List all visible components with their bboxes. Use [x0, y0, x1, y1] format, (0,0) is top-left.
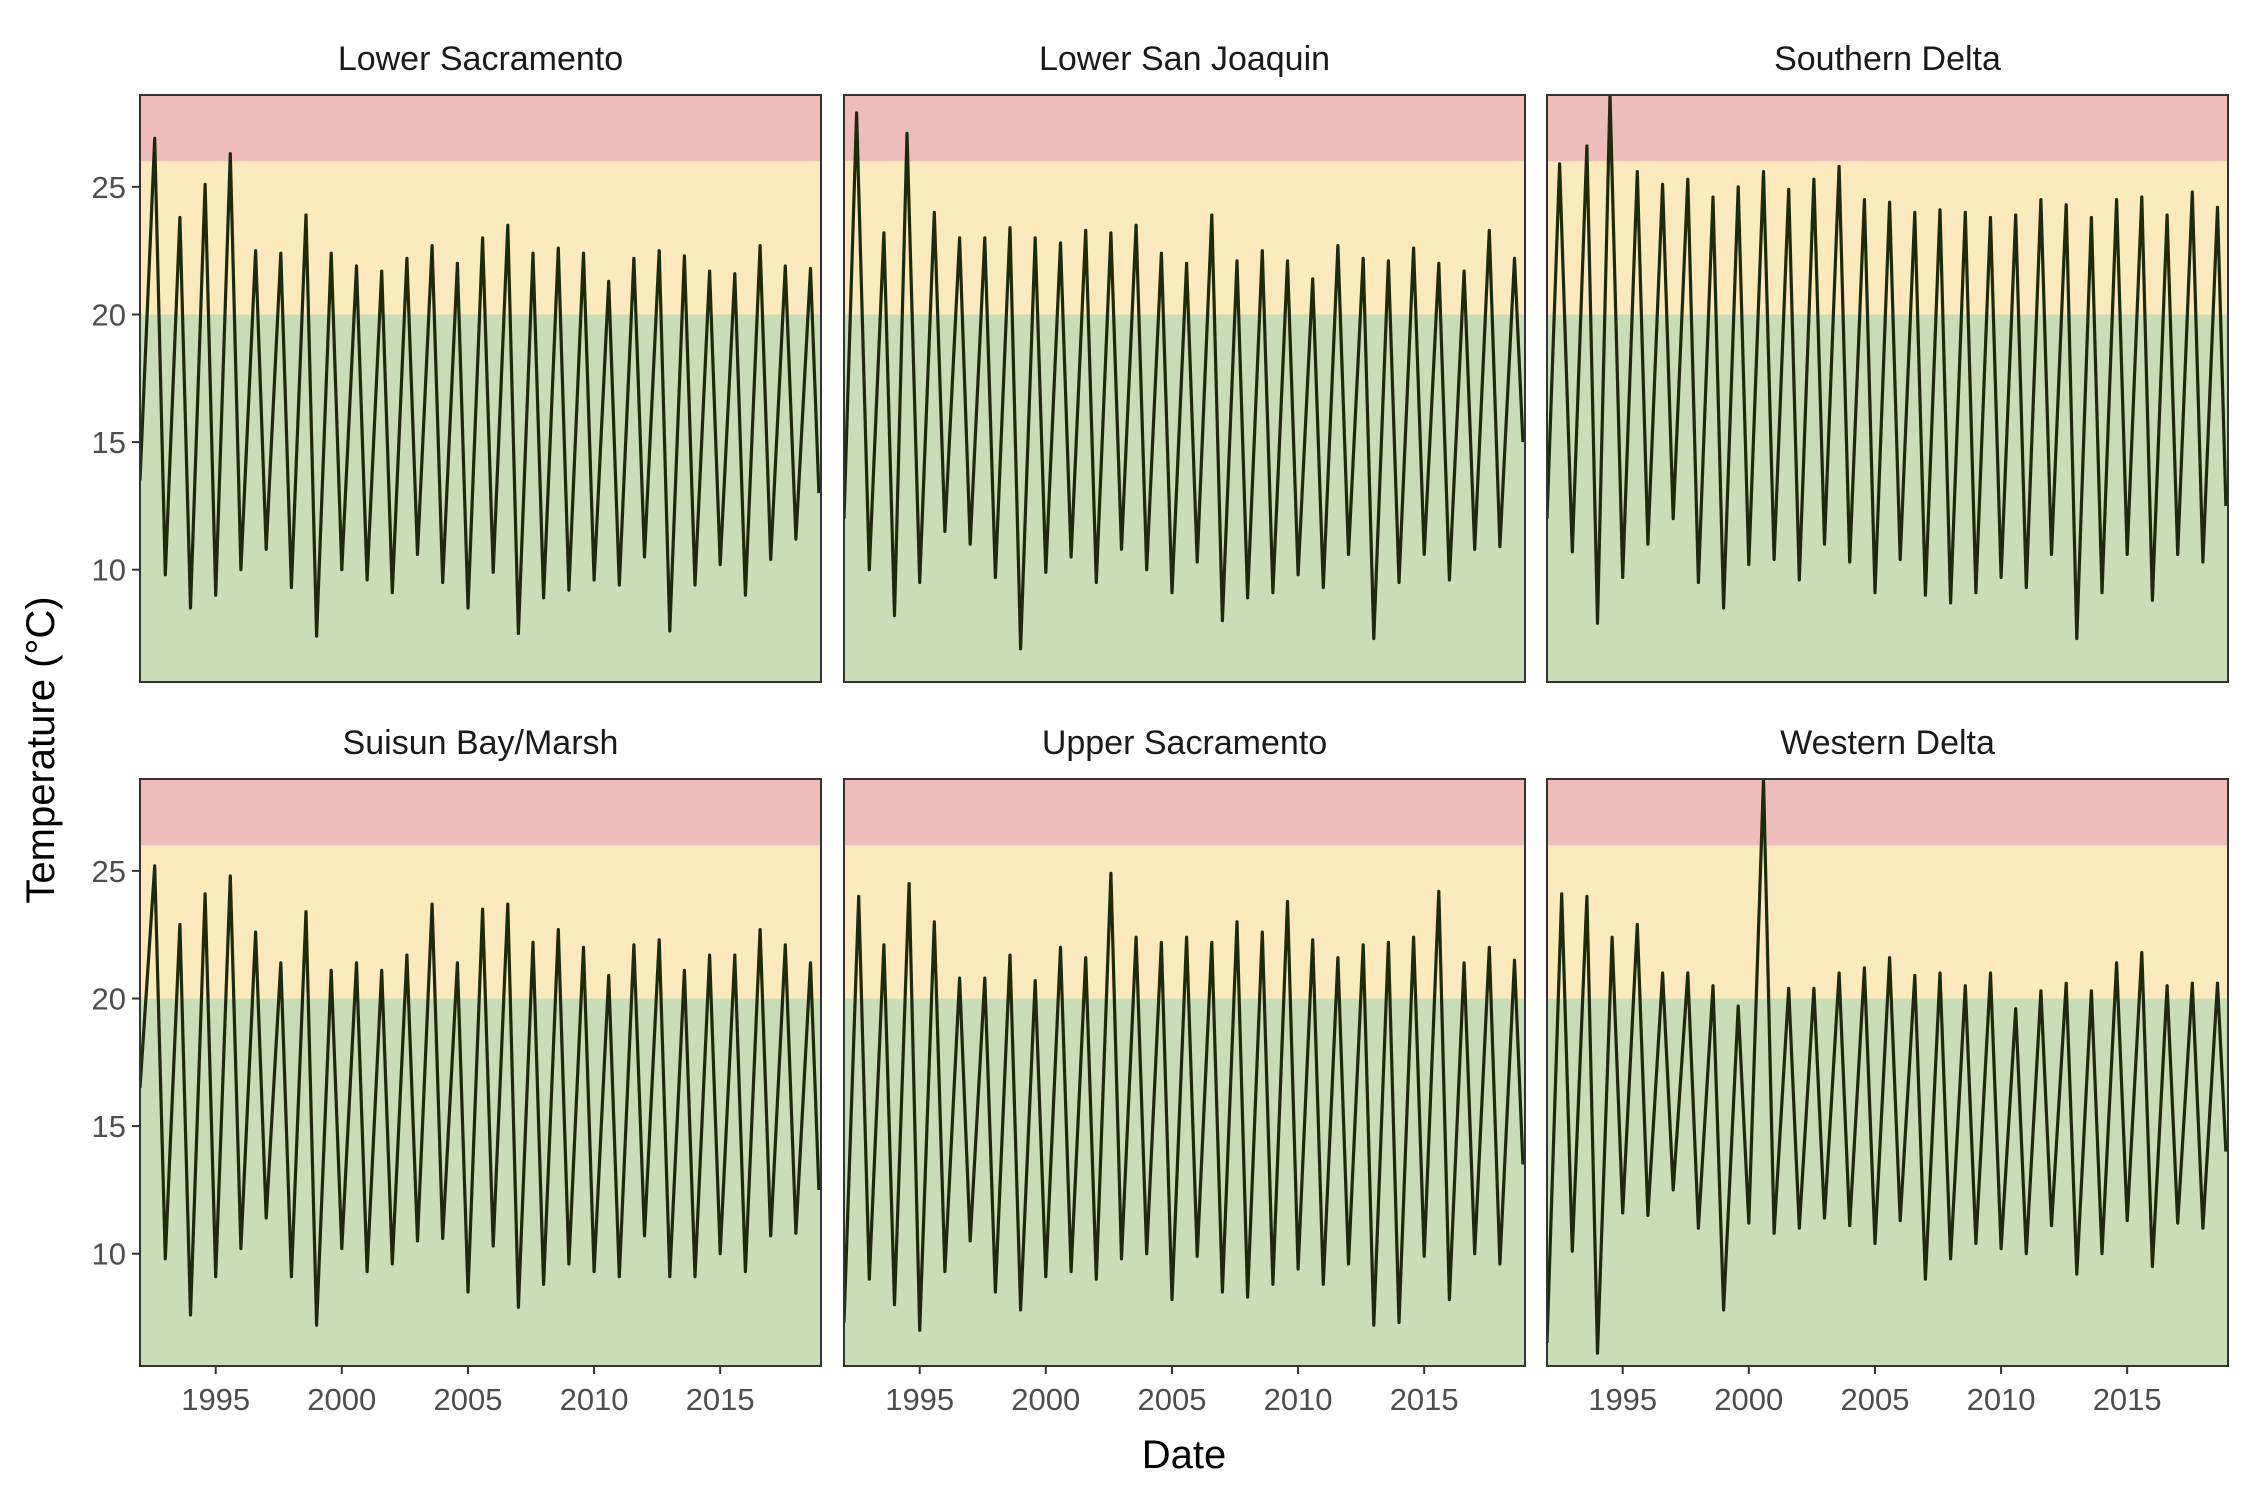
panel-title: Lower Sacramento: [338, 40, 623, 78]
panel-title: Suisun Bay/Marsh: [343, 724, 619, 762]
panel-border: [843, 94, 1526, 683]
threshold-band: [140, 998, 821, 1366]
x-tick-label: 1995: [181, 1382, 250, 1417]
panel-border: [1546, 94, 2229, 683]
facet-panel: Upper Sacramento 1995 2000 2005 2010 2015: [843, 724, 1526, 1417]
temperature-series-line: [844, 871, 1525, 1332]
x-tick-label: 2000: [1011, 1382, 1080, 1417]
threshold-band: [140, 779, 821, 846]
facet-panel: Suisun Bay/Marsh 10 15 20 25 1995 2000 2005 2010…: [92, 724, 822, 1417]
facet-panel: Lower Sacramento 10 15 20 25: [92, 40, 822, 683]
facet-panel: Lower San Joaquin: [843, 40, 1526, 683]
x-tick-label: 2005: [1840, 1382, 1909, 1417]
threshold-band: [844, 779, 1525, 846]
y-tick-label: 10: [92, 553, 126, 588]
x-tick-label: 2010: [560, 1382, 629, 1417]
y-tick-label: 25: [92, 170, 126, 205]
threshold-band: [844, 314, 1525, 682]
threshold-band: [844, 998, 1525, 1366]
x-tick-label: 2015: [1390, 1382, 1459, 1417]
threshold-band: [1547, 314, 2228, 682]
threshold-band: [140, 314, 821, 682]
x-tick-label: 1995: [885, 1382, 954, 1417]
threshold-band: [140, 95, 821, 162]
temperature-series-line: [140, 136, 821, 638]
x-tick-label: 2015: [686, 1382, 755, 1417]
threshold-band: [844, 95, 1525, 162]
y-tick-label: 25: [92, 854, 126, 889]
panel-border: [843, 778, 1526, 1367]
y-tick-label: 20: [92, 297, 126, 332]
panel-border: [139, 778, 822, 1367]
x-tick-label: 1995: [1588, 1382, 1657, 1417]
threshold-band: [1547, 95, 2228, 162]
x-tick-label: 2010: [1264, 1382, 1333, 1417]
threshold-band: [1547, 998, 2228, 1366]
facet-panel: Southern Delta: [1546, 40, 2229, 683]
x-tick-label: 2010: [1967, 1382, 2036, 1417]
threshold-band: [1547, 779, 2228, 846]
x-tick-label: 2005: [433, 1382, 502, 1417]
y-tick-label: 15: [92, 1109, 126, 1144]
temperature-series-line: [844, 111, 1525, 651]
y-axis-title: Temperature (°C): [19, 596, 63, 903]
panel-border: [139, 94, 822, 683]
panel-border: [1546, 778, 2229, 1367]
x-tick-label: 2015: [2093, 1382, 2162, 1417]
panel-title: Southern Delta: [1774, 40, 2001, 78]
temperature-series-line: [140, 864, 821, 1327]
panels-layer: Lower Sacramento 10 15 20 25 Lower San Joaqui…: [92, 40, 2229, 1417]
y-tick-label: 10: [92, 1237, 126, 1272]
x-tick-label: 2000: [1714, 1382, 1783, 1417]
temperature-series-line: [1547, 779, 2228, 1355]
x-axis-title: Date: [1142, 1433, 1227, 1477]
x-tick-label: 2000: [307, 1382, 376, 1417]
x-tick-label: 2005: [1137, 1382, 1206, 1417]
panel-title: Lower San Joaquin: [1039, 40, 1330, 78]
y-tick-label: 15: [92, 425, 126, 460]
y-tick-label: 20: [92, 981, 126, 1016]
facet-panel: Western Delta 1995 2000 2005 2010 2015: [1546, 724, 2229, 1417]
panel-title: Western Delta: [1780, 724, 1995, 762]
panel-title: Upper Sacramento: [1042, 724, 1327, 762]
temperature-series-line: [1547, 95, 2228, 641]
